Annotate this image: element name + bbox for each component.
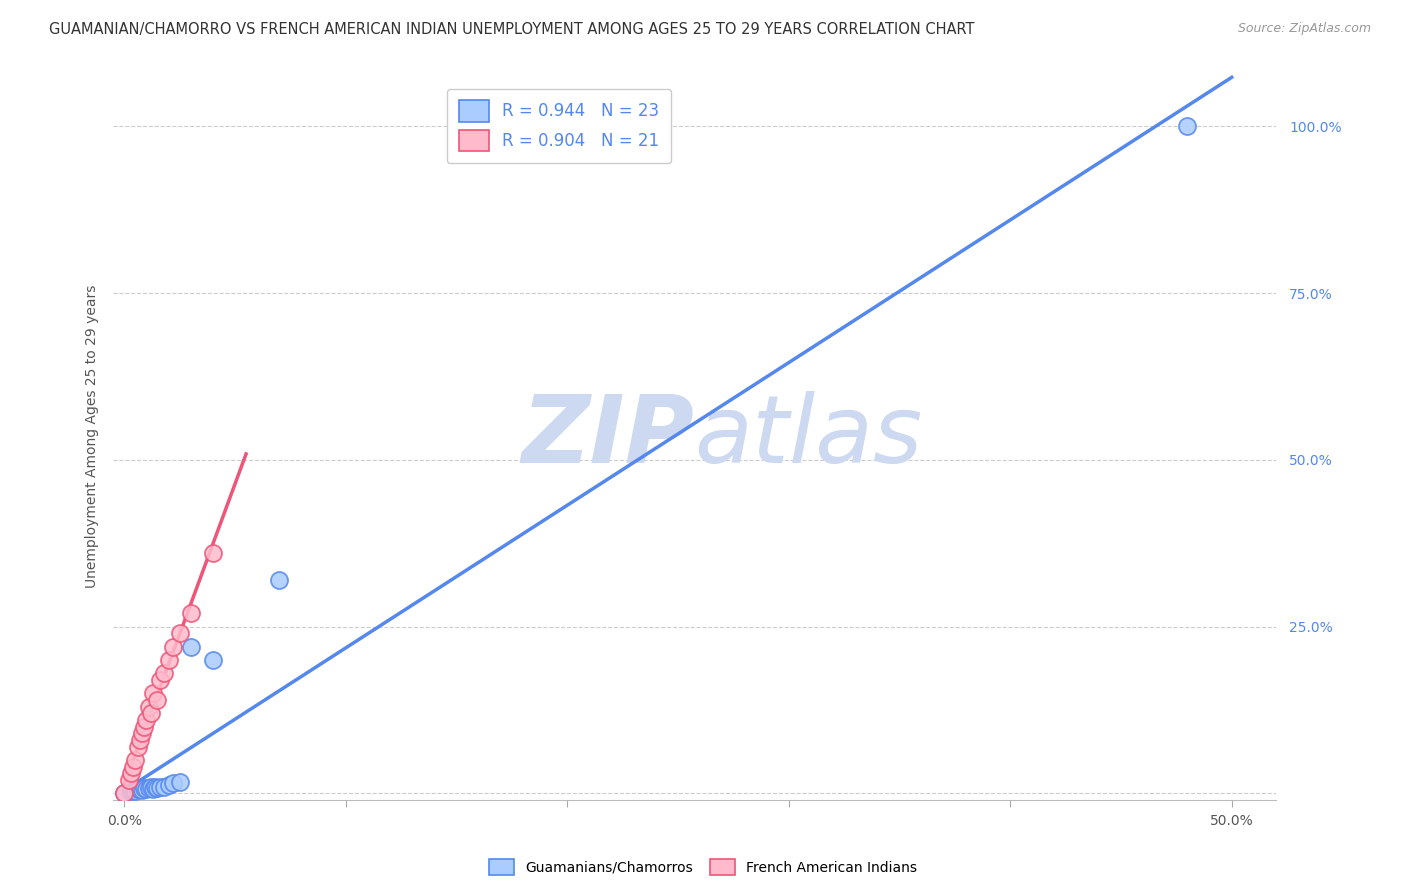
Text: GUAMANIAN/CHAMORRO VS FRENCH AMERICAN INDIAN UNEMPLOYMENT AMONG AGES 25 TO 29 YE: GUAMANIAN/CHAMORRO VS FRENCH AMERICAN IN…	[49, 22, 974, 37]
Point	[128, 733, 150, 747]
Point	[201, 653, 224, 667]
Point	[122, 760, 145, 774]
Point	[157, 778, 180, 792]
Point	[124, 783, 146, 797]
Point	[138, 780, 160, 795]
Point	[127, 782, 149, 797]
Point	[122, 783, 145, 797]
Y-axis label: Unemployment Among Ages 25 to 29 years: Unemployment Among Ages 25 to 29 years	[86, 285, 100, 588]
Point	[1177, 120, 1199, 134]
Point	[138, 699, 160, 714]
Point	[142, 781, 165, 796]
Point	[180, 640, 202, 654]
Point	[146, 780, 169, 795]
Point	[134, 720, 156, 734]
Point	[131, 726, 153, 740]
Point	[149, 780, 172, 794]
Point	[153, 666, 176, 681]
Point	[118, 772, 141, 787]
Point	[139, 706, 162, 721]
Point	[139, 780, 162, 794]
Point	[169, 775, 191, 789]
Point	[169, 626, 191, 640]
Point	[128, 781, 150, 796]
Text: atlas: atlas	[695, 391, 922, 482]
Point	[127, 739, 149, 754]
Point	[112, 786, 135, 800]
Point	[135, 782, 157, 797]
Point	[135, 713, 157, 727]
Point	[131, 783, 153, 797]
Legend: R = 0.944   N = 23, R = 0.904   N = 21: R = 0.944 N = 23, R = 0.904 N = 21	[447, 88, 671, 163]
Point	[162, 776, 184, 790]
Point	[149, 673, 172, 687]
Point	[134, 780, 156, 795]
Point	[269, 573, 291, 587]
Point	[201, 546, 224, 560]
Legend: Guamanians/Chamorros, French American Indians: Guamanians/Chamorros, French American In…	[484, 854, 922, 880]
Point	[180, 607, 202, 621]
Point	[124, 753, 146, 767]
Point	[153, 780, 176, 794]
Point	[157, 653, 180, 667]
Point	[143, 780, 166, 795]
Point	[162, 640, 184, 654]
Point	[146, 693, 169, 707]
Point	[120, 766, 142, 780]
Point	[142, 686, 165, 700]
Text: Source: ZipAtlas.com: Source: ZipAtlas.com	[1237, 22, 1371, 36]
Point	[120, 784, 142, 798]
Point	[112, 786, 135, 800]
Text: ZIP: ZIP	[522, 391, 695, 483]
